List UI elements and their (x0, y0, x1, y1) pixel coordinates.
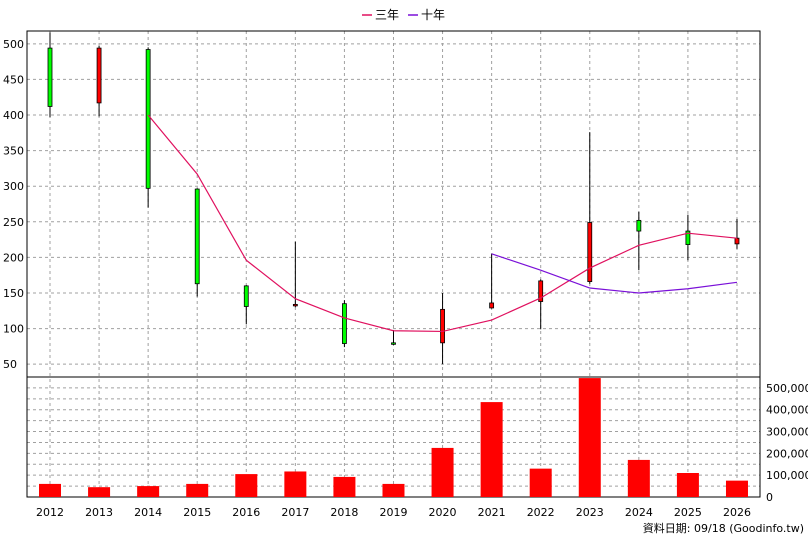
volume-bar (284, 471, 307, 497)
x-tick-label: 2025 (674, 506, 702, 519)
volume-bar (186, 483, 209, 497)
candle-body (292, 303, 298, 307)
legend-3y-label: 三年 (375, 8, 399, 22)
x-tick-label: 2021 (478, 506, 506, 519)
candle-body (47, 47, 53, 107)
volume-bar (578, 378, 601, 497)
x-tick-label: 2022 (527, 506, 555, 519)
moving-average-lines (147, 114, 738, 333)
price-tick-label: 400 (3, 109, 24, 122)
candle-body (440, 308, 445, 344)
candle-body (391, 342, 396, 345)
volume-tick-label: 500,000 (766, 382, 808, 395)
x-tick-label: 2012 (36, 506, 64, 519)
volume-bar (431, 447, 454, 497)
x-tick-label: 2018 (330, 506, 358, 519)
volume-tick-label: 400,000 (766, 404, 808, 417)
price-tick-label: 150 (3, 287, 24, 300)
candle-body (96, 47, 102, 104)
x-tick-label: 2026 (723, 506, 751, 519)
x-tick-label: 2023 (576, 506, 604, 519)
candle-body (342, 303, 347, 344)
volume-bar (235, 474, 258, 497)
volume-bar (627, 459, 650, 497)
volume-bar (382, 483, 405, 497)
candle-body (587, 222, 593, 283)
x-tick-label: 2020 (429, 506, 457, 519)
x-tick-label: 2015 (183, 506, 211, 519)
candle-body (734, 237, 740, 245)
volume-bar (529, 468, 552, 497)
candle-body (685, 230, 691, 245)
price-tick-label: 50 (3, 358, 17, 371)
grid-lines (27, 31, 760, 497)
price-tick-label: 200 (3, 251, 24, 264)
price-tick-label: 100 (3, 323, 24, 336)
volume-bars (39, 378, 748, 497)
volume-bar (480, 402, 503, 497)
volume-bar (39, 483, 61, 497)
ma-3y-line (147, 114, 738, 333)
ma-10y-line (491, 253, 738, 294)
candle-body (243, 285, 249, 307)
x-tick-label: 2019 (379, 506, 407, 519)
x-tick-label: 2014 (134, 506, 162, 519)
volume-bar (725, 480, 748, 497)
volume-tick-label: 300,000 (766, 426, 808, 439)
candle-body (489, 302, 495, 309)
volume-plot-frame (26, 376, 761, 498)
volume-bar (676, 473, 699, 497)
price-tick-label: 350 (3, 145, 24, 158)
volume-bar (137, 486, 160, 497)
candle-body (194, 188, 200, 285)
x-tick-label: 2017 (281, 506, 309, 519)
volume-bar (333, 476, 356, 497)
x-tick-label: 2016 (232, 506, 260, 519)
candle-body (636, 219, 642, 232)
volume-bar (88, 487, 111, 497)
volume-tick-label: 200,000 (766, 447, 808, 460)
volume-tick-label: 100,000 (766, 469, 808, 482)
x-tick-label: 2024 (625, 506, 653, 519)
data-date-footer: 資料日期: 09/18 (Goodinfo.tw) (643, 521, 804, 535)
candlesticks (47, 32, 740, 365)
price-tick-label: 500 (3, 38, 24, 51)
price-tick-label: 300 (3, 180, 24, 193)
axis-labels: 50 100 150 200 250 300 350 400 450 500 0 100,000 200… (3, 38, 808, 519)
candle-body (145, 49, 151, 189)
x-tick-label: 2013 (85, 506, 113, 519)
candle-body (538, 280, 544, 302)
legend: 三年 十年 (362, 8, 445, 22)
legend-10y-label: 十年 (421, 8, 445, 22)
price-tick-label: 450 (3, 73, 24, 86)
volume-tick-label: 0 (766, 491, 773, 504)
price-tick-label: 250 (3, 216, 24, 229)
